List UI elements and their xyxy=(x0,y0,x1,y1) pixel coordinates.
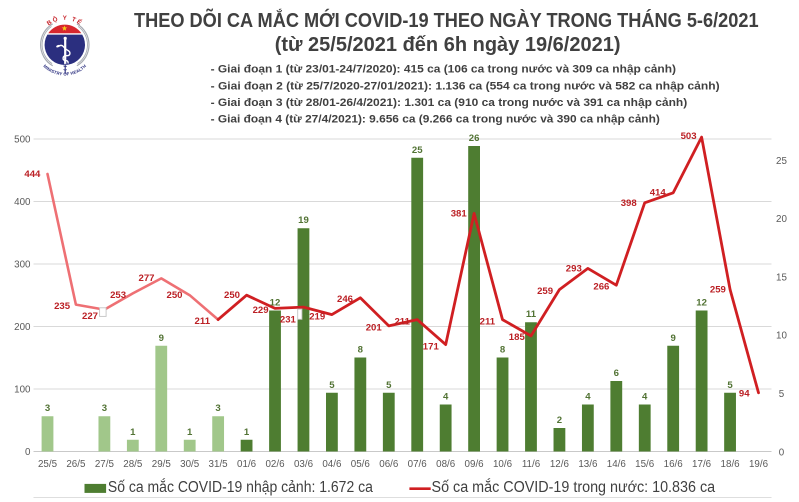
svg-text:4: 4 xyxy=(585,392,591,403)
svg-text:3: 3 xyxy=(215,403,220,414)
svg-text:26/5: 26/5 xyxy=(66,459,86,470)
svg-text:05/6: 05/6 xyxy=(351,459,371,470)
svg-text:12: 12 xyxy=(696,298,707,309)
svg-text:4: 4 xyxy=(642,392,648,403)
svg-text:- Giai đoạn 4 (từ 27/4/2021):: - Giai đoạn 4 (từ 27/4/2021): 9.656 ca (… xyxy=(211,113,661,125)
svg-text:19/6: 19/6 xyxy=(749,459,769,470)
svg-text:27/5: 27/5 xyxy=(95,459,115,470)
svg-text:Số ca mắc COVID-19 nhập cảnh:: Số ca mắc COVID-19 nhập cảnh: 1.672 ca xyxy=(108,479,373,496)
svg-text:17/6: 17/6 xyxy=(692,459,712,470)
svg-text:2: 2 xyxy=(557,415,562,426)
svg-text:31/5: 31/5 xyxy=(209,459,229,470)
svg-text:185: 185 xyxy=(509,332,526,343)
svg-text:250: 250 xyxy=(224,290,240,301)
svg-text:398: 398 xyxy=(621,198,638,209)
svg-text:229: 229 xyxy=(253,305,269,316)
svg-text:94: 94 xyxy=(739,389,750,400)
svg-text:13/6: 13/6 xyxy=(578,459,598,470)
svg-text:8: 8 xyxy=(358,345,364,356)
svg-text:277: 277 xyxy=(138,273,154,284)
svg-text:06/6: 06/6 xyxy=(379,459,399,470)
svg-text:503: 503 xyxy=(681,131,697,142)
svg-text:14/6: 14/6 xyxy=(607,459,627,470)
svg-text:259: 259 xyxy=(537,286,553,297)
svg-text:1: 1 xyxy=(130,427,136,438)
svg-text:30/5: 30/5 xyxy=(180,459,200,470)
svg-text:5: 5 xyxy=(329,380,335,391)
svg-text:15: 15 xyxy=(776,272,787,283)
svg-text:08/6: 08/6 xyxy=(436,459,456,470)
svg-text:201: 201 xyxy=(366,323,383,334)
svg-text:246: 246 xyxy=(337,294,353,305)
svg-text:227: 227 xyxy=(82,311,98,322)
svg-text:26: 26 xyxy=(469,133,480,144)
svg-text:3: 3 xyxy=(45,403,50,414)
svg-text:12: 12 xyxy=(270,298,281,309)
svg-text:6: 6 xyxy=(614,368,619,379)
svg-text:02/6: 02/6 xyxy=(265,459,285,470)
svg-text:444: 444 xyxy=(24,169,41,180)
svg-text:5: 5 xyxy=(727,380,733,391)
svg-text:9: 9 xyxy=(671,333,676,344)
svg-text:259: 259 xyxy=(710,284,726,295)
svg-text:293: 293 xyxy=(566,264,582,275)
svg-text:253: 253 xyxy=(110,290,126,301)
svg-text:- Giai đoạn 2 (từ 25/7/2020-27: - Giai đoạn 2 (từ 25/7/2020-27/01/2021):… xyxy=(211,80,720,92)
svg-text:THEO DÕI CA MẮC MỚI COVID-19 T: THEO DÕI CA MẮC MỚI COVID-19 THEO NGÀY T… xyxy=(134,8,759,32)
svg-text:28/5: 28/5 xyxy=(123,459,143,470)
svg-text:5: 5 xyxy=(386,380,392,391)
svg-text:- Giai đoạn 1 (từ 23/01-24/7/2: - Giai đoạn 1 (từ 23/01-24/7/2020): 415 … xyxy=(211,64,677,76)
svg-text:500: 500 xyxy=(14,135,31,146)
svg-text:414: 414 xyxy=(650,187,667,198)
svg-text:20: 20 xyxy=(776,214,787,225)
svg-text:219: 219 xyxy=(309,311,325,322)
svg-text:235: 235 xyxy=(54,301,71,312)
svg-text:09/6: 09/6 xyxy=(465,459,485,470)
svg-text:1: 1 xyxy=(187,427,193,438)
svg-text:12/6: 12/6 xyxy=(550,459,570,470)
svg-text:211: 211 xyxy=(480,317,496,328)
svg-text:11/6: 11/6 xyxy=(522,459,541,470)
svg-text:1: 1 xyxy=(244,427,250,438)
svg-text:- Giai đoạn 3 (từ 28/01-26/4/2: - Giai đoạn 3 (từ 28/01-26/4/2021): 1.30… xyxy=(211,97,688,109)
svg-text:211: 211 xyxy=(195,316,211,327)
svg-text:01/6: 01/6 xyxy=(237,459,257,470)
svg-text:266: 266 xyxy=(593,282,609,293)
svg-text:8: 8 xyxy=(500,345,506,356)
svg-text:15/6: 15/6 xyxy=(635,459,655,470)
svg-text:0: 0 xyxy=(25,447,31,458)
svg-text:9: 9 xyxy=(159,333,164,344)
svg-text:231: 231 xyxy=(280,314,297,325)
svg-text:100: 100 xyxy=(14,385,31,396)
svg-text:10: 10 xyxy=(776,331,787,342)
svg-text:200: 200 xyxy=(14,322,31,333)
svg-text:300: 300 xyxy=(14,260,31,271)
svg-text:18/6: 18/6 xyxy=(721,459,741,470)
svg-text:4: 4 xyxy=(443,392,449,403)
svg-text:03/6: 03/6 xyxy=(294,459,314,470)
svg-text:19: 19 xyxy=(298,215,309,226)
svg-text:5: 5 xyxy=(779,389,785,400)
svg-text:16/6: 16/6 xyxy=(664,459,684,470)
svg-text:381: 381 xyxy=(451,208,468,219)
svg-text:250: 250 xyxy=(166,290,182,301)
svg-text:11: 11 xyxy=(526,309,537,320)
svg-text:171: 171 xyxy=(423,342,440,353)
svg-text:400: 400 xyxy=(14,197,31,208)
svg-text:Số ca mắc COVID-19 trong nước:: Số ca mắc COVID-19 trong nước: 10.836 ca xyxy=(432,479,716,496)
svg-text:07/6: 07/6 xyxy=(408,459,428,470)
svg-text:3: 3 xyxy=(102,403,107,414)
svg-text:25: 25 xyxy=(412,145,423,156)
svg-text:25/5: 25/5 xyxy=(38,459,58,470)
svg-text:29/5: 29/5 xyxy=(152,459,172,470)
svg-text:10/6: 10/6 xyxy=(493,459,513,470)
svg-text:25: 25 xyxy=(776,156,787,167)
svg-text:0: 0 xyxy=(779,447,785,458)
svg-text:211: 211 xyxy=(394,317,410,328)
svg-text:(từ 25/5/2021 đến 6h ngày 19/6: (từ 25/5/2021 đến 6h ngày 19/6/2021) xyxy=(275,34,621,56)
svg-text:04/6: 04/6 xyxy=(322,459,342,470)
